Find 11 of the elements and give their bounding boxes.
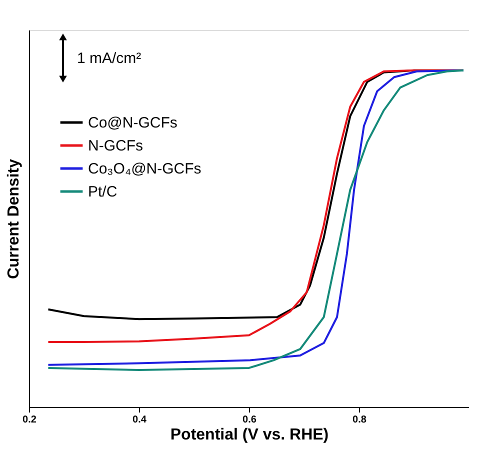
x-tick-label: 0.8	[352, 414, 367, 426]
y-axis-title: Current Density	[6, 158, 22, 280]
x-tick-label: 0.6	[242, 414, 257, 426]
legend-label: Pt/C	[88, 184, 118, 200]
legend-label: Co@N-GCFs	[88, 114, 178, 132]
x-axis-title: Potential (V vs. RHE)	[170, 426, 329, 444]
legend-label: Co₃O₄@N-GCFs	[88, 160, 202, 178]
legend-label: N-GCFs	[88, 138, 143, 154]
x-tick-label: 0.2	[22, 414, 37, 426]
text: 1 mA/cm²	[77, 50, 142, 67]
x-tick-label: 0.4	[132, 414, 147, 426]
